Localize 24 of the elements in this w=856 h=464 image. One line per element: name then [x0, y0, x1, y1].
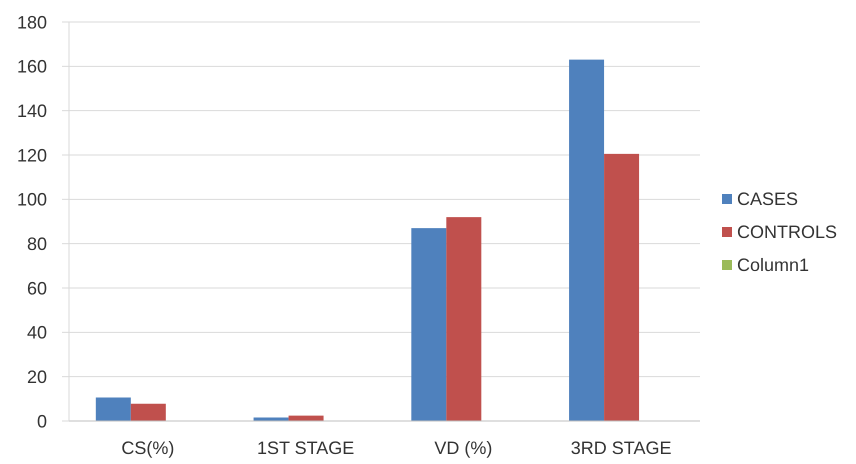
bar	[288, 416, 324, 421]
x-tick-label: 1ST STAGE	[256, 438, 354, 458]
y-tick-label: 0	[36, 411, 47, 432]
legend-label: CASES	[737, 188, 798, 210]
bar	[130, 404, 166, 421]
x-tick-label: VD (%)	[434, 438, 492, 458]
y-tick-label: 40	[26, 322, 47, 343]
x-tick-label: 3RD STAGE	[570, 438, 672, 458]
bar	[411, 228, 446, 421]
bar	[569, 60, 604, 421]
legend-label: Column1	[737, 254, 810, 276]
x-tick-label: CS(%)	[121, 438, 174, 458]
y-tick-label: 160	[16, 56, 47, 77]
bar	[96, 398, 131, 421]
bar	[446, 217, 482, 421]
y-tick-label: 100	[16, 190, 47, 210]
y-tick-label: 120	[16, 145, 47, 166]
y-tick-label: 140	[16, 101, 47, 122]
bar	[604, 154, 640, 421]
y-tick-label: 180	[16, 12, 47, 32]
legend-label: CONTROLS	[737, 222, 838, 242]
y-tick-label: 20	[26, 367, 47, 388]
y-tick-label: 80	[26, 234, 47, 254]
y-tick-label: 60	[26, 278, 47, 298]
